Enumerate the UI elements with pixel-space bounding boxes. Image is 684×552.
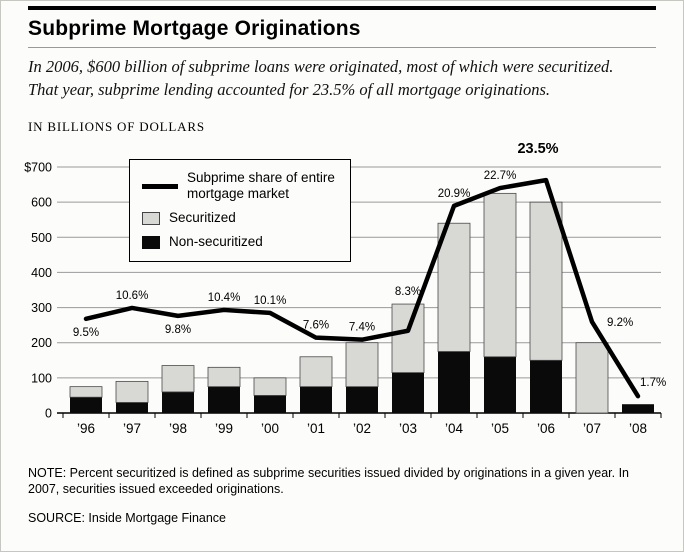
- bar-non-securitized: [254, 394, 286, 413]
- bar-non-securitized: [438, 351, 470, 413]
- non-securitized-swatch: [142, 236, 160, 250]
- bar-non-securitized: [300, 386, 332, 413]
- percent-label: 7.4%: [349, 321, 375, 333]
- percent-label: 9.8%: [165, 323, 191, 335]
- legend-line-row: Subprime share of entire mortgage market: [142, 170, 338, 204]
- percent-label: 22.7%: [484, 170, 517, 182]
- x-tick-label: ’04: [445, 421, 464, 436]
- bar-securitized: [69, 385, 103, 398]
- chart-svg: 0 100 200 300 400 500 600 $700 ’96 ’97 ’98 ’99 ’00 ’0…: [24, 141, 666, 436]
- legend-line-label: Subprime share of entire mortgage market: [187, 169, 335, 202]
- note-text: NOTE: Percent securitized is defined as …: [28, 465, 629, 497]
- x-tick-label: ’08: [629, 421, 647, 436]
- bar-non-securitized: [346, 386, 378, 413]
- bar-non-securitized: [116, 401, 148, 413]
- axis-units-label: IN BILLIONS OF DOLLARS: [28, 118, 205, 134]
- bar-non-securitized: [484, 356, 516, 413]
- bar-non-securitized: [530, 359, 562, 413]
- chart-legend: Subprime share of entire mortgage market…: [129, 158, 351, 263]
- source-text: SOURCE: Inside Mortgage Finance: [28, 510, 227, 525]
- percent-label: 9.2%: [607, 316, 633, 328]
- share-line-swatch: [142, 183, 178, 189]
- percent-label: 10.1%: [254, 294, 287, 306]
- percent-label: 20.9%: [438, 187, 471, 199]
- percent-label: 23.5%: [517, 141, 558, 157]
- bar-securitized: [299, 355, 333, 387]
- bar-securitized: [529, 201, 563, 361]
- x-tick-label: ’98: [169, 421, 187, 436]
- bar-securitized: [207, 366, 241, 387]
- y-tick-label: 200: [31, 336, 52, 350]
- securitized-swatch: [142, 212, 160, 226]
- x-tick-label: ’07: [583, 421, 601, 436]
- title-divider: [28, 47, 656, 48]
- x-tick-label: ’96: [77, 421, 95, 436]
- percent-label: 8.3%: [395, 286, 421, 298]
- x-tick-label: ’03: [399, 421, 417, 436]
- y-tick-label: 600: [31, 195, 52, 209]
- bar-securitized: [161, 364, 195, 392]
- percent-label: 10.4%: [208, 291, 241, 303]
- bar-non-securitized: [392, 372, 424, 413]
- bar-securitized: [345, 341, 379, 387]
- x-tick-label: ’97: [123, 421, 141, 436]
- x-tick-label: ’06: [537, 421, 555, 436]
- y-tick-label: 500: [31, 230, 52, 244]
- bar-securitized: [483, 192, 517, 357]
- bar-non-securitized: [208, 386, 240, 413]
- page-title: Subprime Mortgage Originations: [28, 17, 361, 40]
- y-tick-label: $700: [24, 160, 52, 174]
- legend-non-securitized-label: Non-securitized: [169, 234, 263, 250]
- top-rule: [28, 6, 656, 10]
- x-tick-label: ’02: [353, 421, 371, 436]
- bar-non-securitized: [70, 396, 102, 413]
- x-tick-label: ’00: [261, 421, 279, 436]
- y-tick-label: 300: [31, 301, 52, 315]
- bar-securitized: [575, 341, 609, 413]
- legend-securitized-label: Securitized: [169, 210, 236, 226]
- bar-securitized: [437, 222, 471, 352]
- x-tick-label: ’99: [215, 421, 233, 436]
- bar-non-securitized: [622, 403, 654, 413]
- bar-non-securitized: [162, 391, 194, 413]
- percent-label: 7.6%: [303, 319, 329, 331]
- percent-label: 9.5%: [73, 326, 99, 338]
- chart: 0 100 200 300 400 500 600 $700 ’96 ’97 ’98 ’99 ’00 ’0…: [1, 137, 683, 459]
- bar-securitized: [253, 376, 287, 396]
- x-tick-label: ’01: [307, 421, 325, 436]
- intro-text: In 2006, $600 billion of subprime loans …: [28, 57, 614, 99]
- legend-non-securitized-row: Non-securitized: [142, 234, 338, 251]
- percent-label: 10.6%: [116, 289, 149, 301]
- percent-label: 1.7%: [640, 377, 666, 389]
- y-tick-label: 400: [31, 265, 52, 279]
- y-tick-label: 0: [45, 406, 52, 420]
- share-line: [83, 177, 641, 398]
- y-tick-label: 100: [31, 371, 52, 385]
- x-tick-label: ’05: [491, 421, 509, 436]
- bar-securitized: [115, 380, 149, 403]
- legend-securitized-row: Securitized: [142, 210, 338, 227]
- bar-securitized: [391, 303, 425, 373]
